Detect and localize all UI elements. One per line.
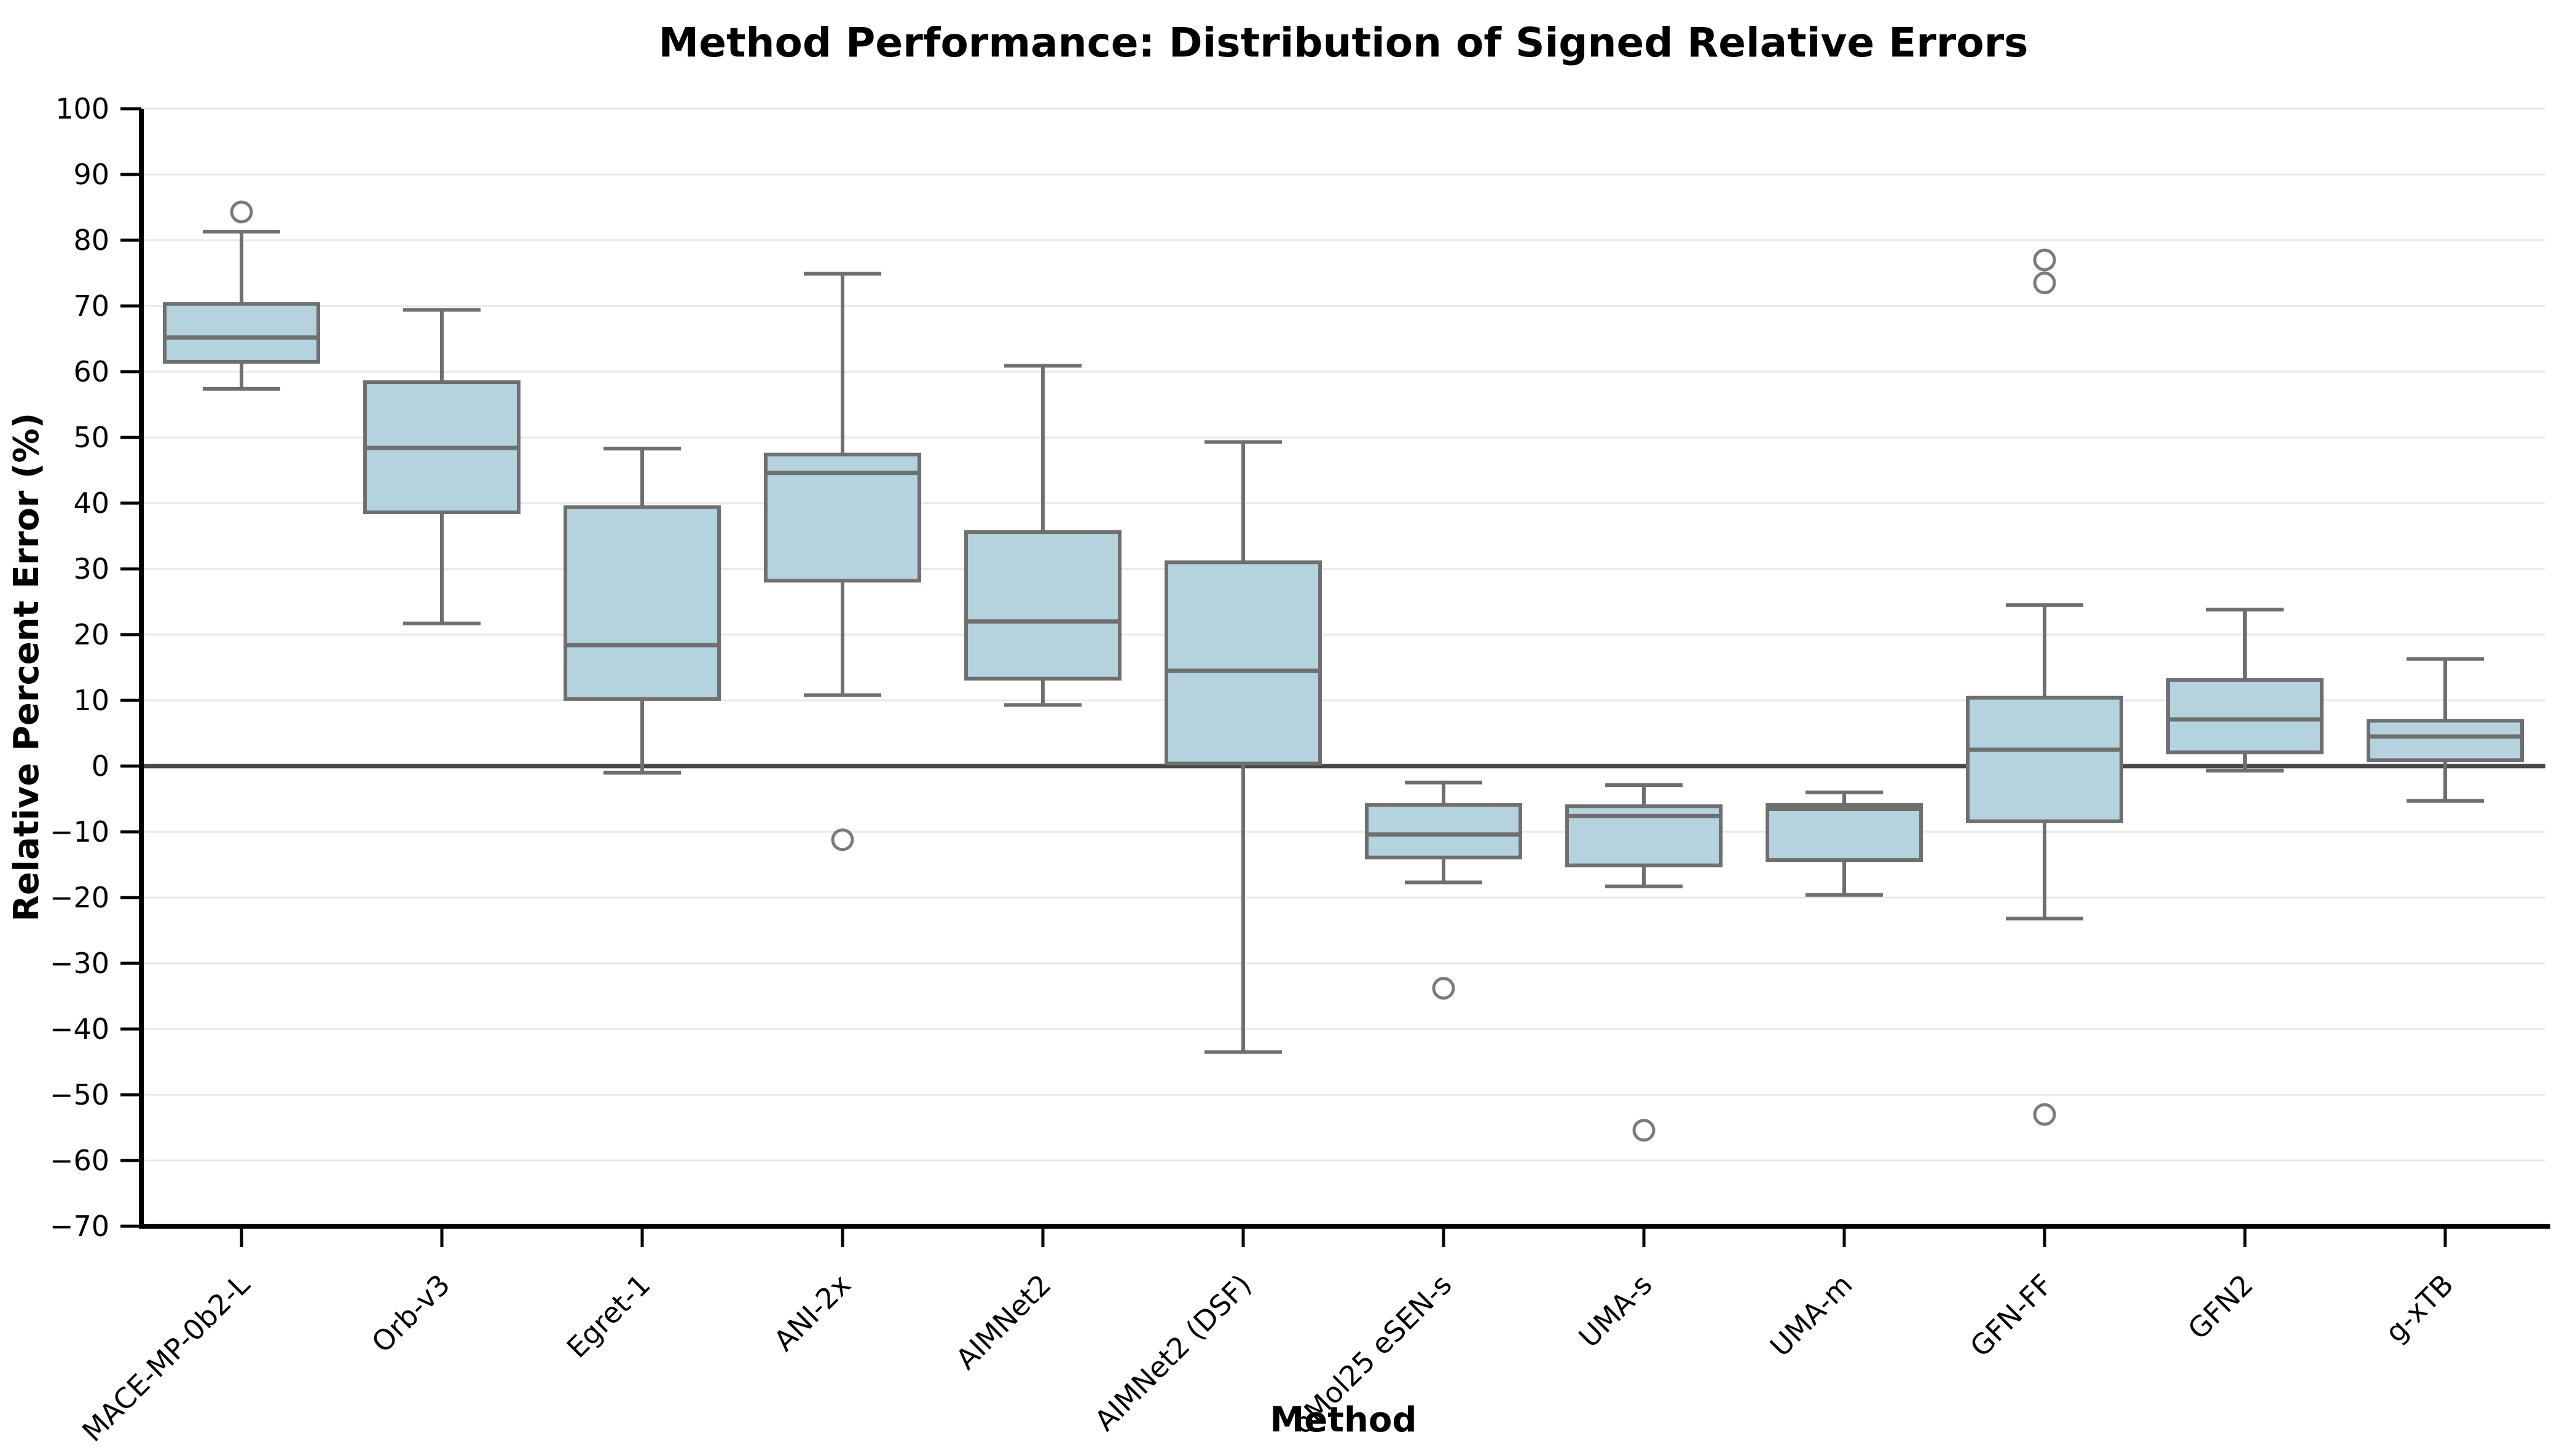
x-tick-label: AIMNet2 — [949, 1268, 1058, 1376]
y-tick-label: 40 — [73, 487, 109, 520]
x-tick-label: GFN2 — [2182, 1268, 2260, 1346]
outlier-point — [2033, 248, 2056, 272]
y-tick-label: 100 — [55, 92, 109, 125]
y-tick-label: 20 — [73, 618, 109, 651]
x-tick-label: g-xTB — [2379, 1268, 2460, 1349]
y-tick-label: −40 — [50, 1012, 109, 1046]
boxplot-box — [1766, 803, 1923, 863]
x-tick-label: MACE-MP-0b2-L — [76, 1267, 256, 1448]
x-tick-label: Orb-v3 — [365, 1268, 457, 1360]
outlier-point — [2033, 1103, 2056, 1126]
y-tick-label: −60 — [50, 1144, 109, 1177]
y-tick-label: 90 — [73, 158, 109, 191]
plot-area: 1009080706050403020100−10−20−30−40−50−60… — [50, 92, 2550, 1448]
x-tick-label: UMA-s — [1572, 1268, 1658, 1354]
chart-title: Method Performance: Distribution of Sign… — [659, 19, 2029, 66]
y-tick-label: −20 — [50, 881, 109, 914]
boxplot-box — [964, 530, 1122, 681]
y-tick-label: 30 — [73, 552, 109, 585]
outlier-point — [2033, 272, 2056, 295]
boxplot-box — [2166, 678, 2324, 754]
x-tick-label: GFN-FF — [1963, 1268, 2059, 1364]
outlier-point — [230, 200, 253, 224]
x-tick-label: AIMNet2 (DSF) — [1088, 1268, 1258, 1438]
boxplot-box — [2367, 719, 2524, 762]
y-tick-label: −10 — [50, 815, 109, 848]
boxplot-box — [1966, 695, 2123, 823]
boxplot-box — [564, 505, 721, 701]
y-tick-label: 60 — [73, 355, 109, 388]
y-tick-label: 0 — [92, 750, 109, 783]
boxplot-box — [1165, 560, 1322, 765]
outlier-point — [1632, 1119, 1656, 1142]
boxplot-box — [764, 452, 921, 583]
y-tick-label: 80 — [73, 224, 109, 257]
x-axis-label: Method — [1270, 1400, 1417, 1440]
y-tick-label: 50 — [73, 421, 109, 454]
y-tick-label: −50 — [50, 1078, 109, 1111]
x-tick-label: UMA-m — [1764, 1268, 1859, 1363]
y-tick-label: −30 — [50, 947, 109, 980]
y-tick-label: 10 — [73, 684, 109, 717]
y-tick-label: 70 — [73, 289, 109, 323]
outlier-point — [831, 828, 854, 851]
outlier-point — [1432, 977, 1455, 1000]
boxplot-box — [1365, 803, 1522, 859]
y-axis-label: Relative Percent Error (%) — [7, 413, 47, 922]
boxplot-box — [163, 302, 320, 364]
x-tick-label: ANI-2x — [768, 1268, 857, 1358]
x-tick-label: Egret-1 — [560, 1268, 657, 1364]
y-tick-label: −70 — [50, 1210, 109, 1243]
